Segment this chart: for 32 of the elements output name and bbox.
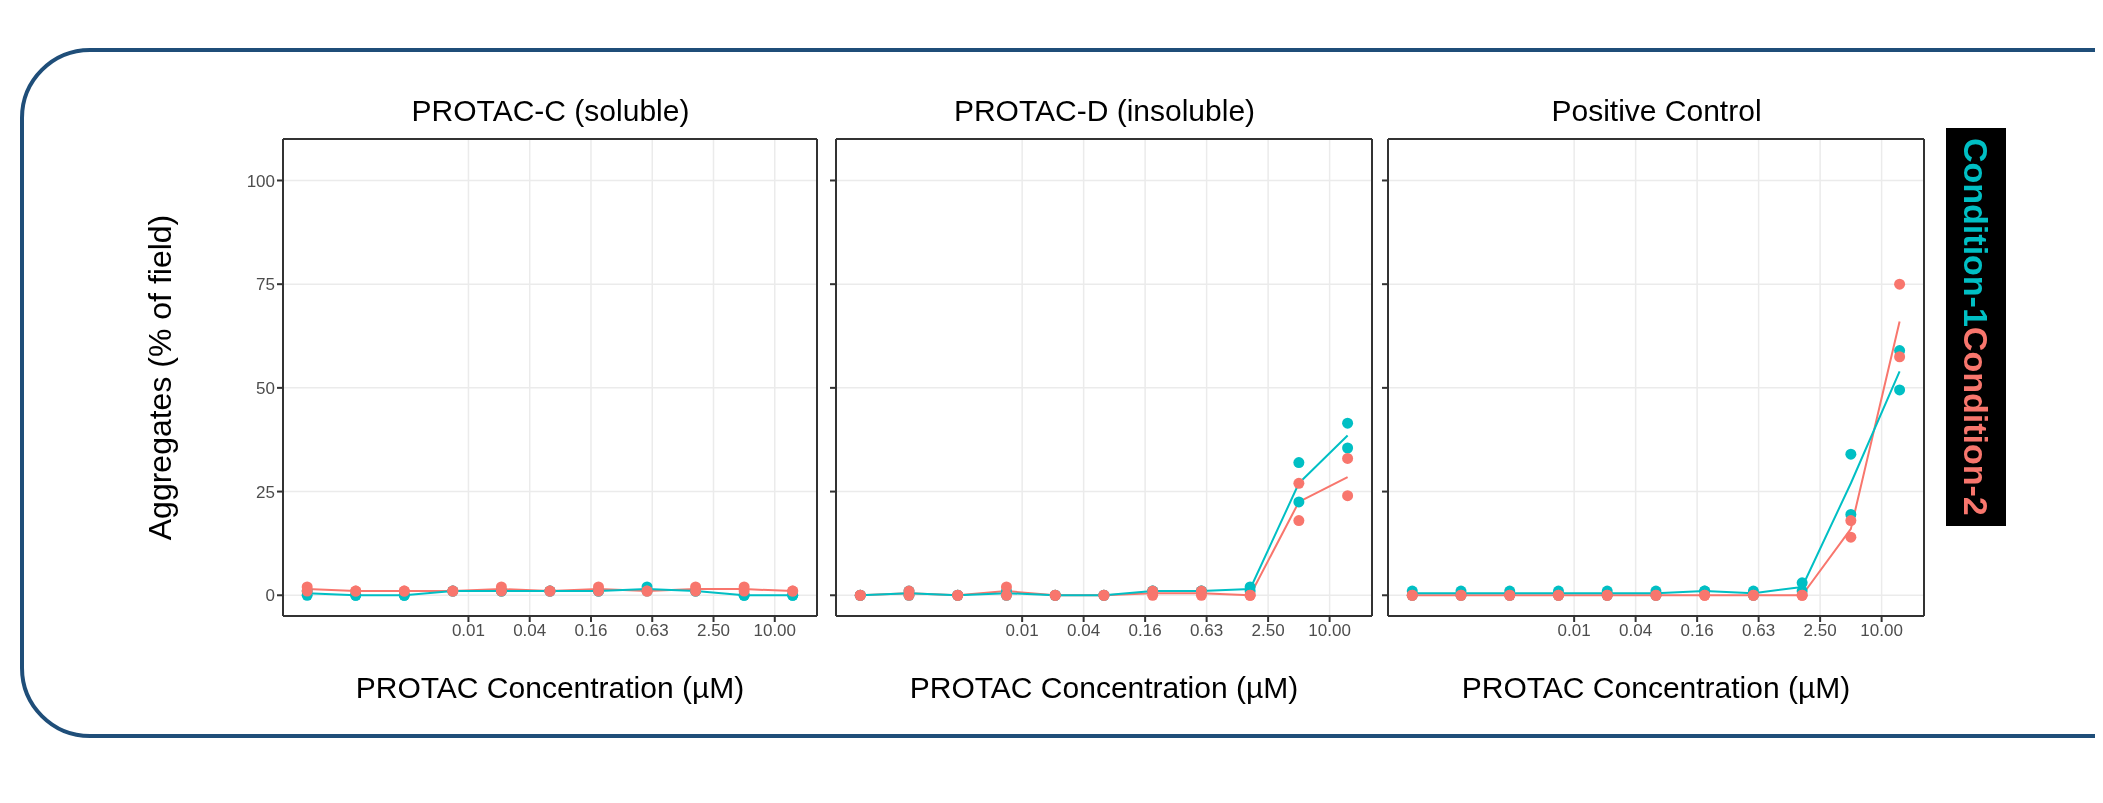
x-tick-label: 0.63 [1190, 621, 1224, 641]
x-axis-title: PROTAC Concentration (µM) [1461, 671, 1851, 704]
x-tick-label: 10.00 [753, 621, 797, 641]
x-tick-label: 2.50 [1251, 621, 1285, 641]
x-tick-label: 0.16 [1128, 621, 1162, 641]
chart-title: Positive Control [1550, 93, 1763, 129]
y-tick-label: 0 [265, 586, 275, 606]
x-tick-label: 0.16 [574, 621, 608, 641]
x-tick-label: 0.16 [1680, 621, 1714, 641]
x-tick-label: 0.63 [635, 621, 669, 641]
chart-title: PROTAC-C (soluble) [410, 93, 691, 129]
x-tick-label: 0.01 [1557, 621, 1591, 641]
x-tick-label: 0.04 [513, 621, 547, 641]
x-tick-label: 10.00 [1308, 621, 1351, 641]
text: Condition-2 [1957, 326, 1995, 516]
y-tick-label: 100 [246, 171, 275, 191]
x-tick-label: 0.04 [1067, 621, 1101, 641]
chart-title: PROTAC-D (insoluble) [952, 93, 1257, 129]
x-tick-label: 2.50 [1803, 621, 1837, 641]
x-tick-label: 10.00 [1860, 621, 1903, 641]
x-tick-label: 0.63 [1742, 621, 1776, 641]
y-tick-label: 25 [256, 482, 275, 502]
x-axis-title: PROTAC Concentration (µM) [909, 671, 1299, 704]
x-tick-label: 0.01 [1005, 621, 1039, 641]
y-axis-title: Aggregates (% of field) [142, 214, 179, 541]
x-tick-label: 0.01 [451, 621, 485, 641]
text: Condition-1 [1957, 138, 1995, 327]
y-tick-label: 75 [256, 275, 275, 295]
x-axis-title: PROTAC Concentration (µM) [355, 671, 745, 704]
x-tick-label: 2.50 [696, 621, 731, 641]
x-tick-label: 0.04 [1619, 621, 1653, 641]
y-tick-label: 50 [256, 378, 275, 398]
